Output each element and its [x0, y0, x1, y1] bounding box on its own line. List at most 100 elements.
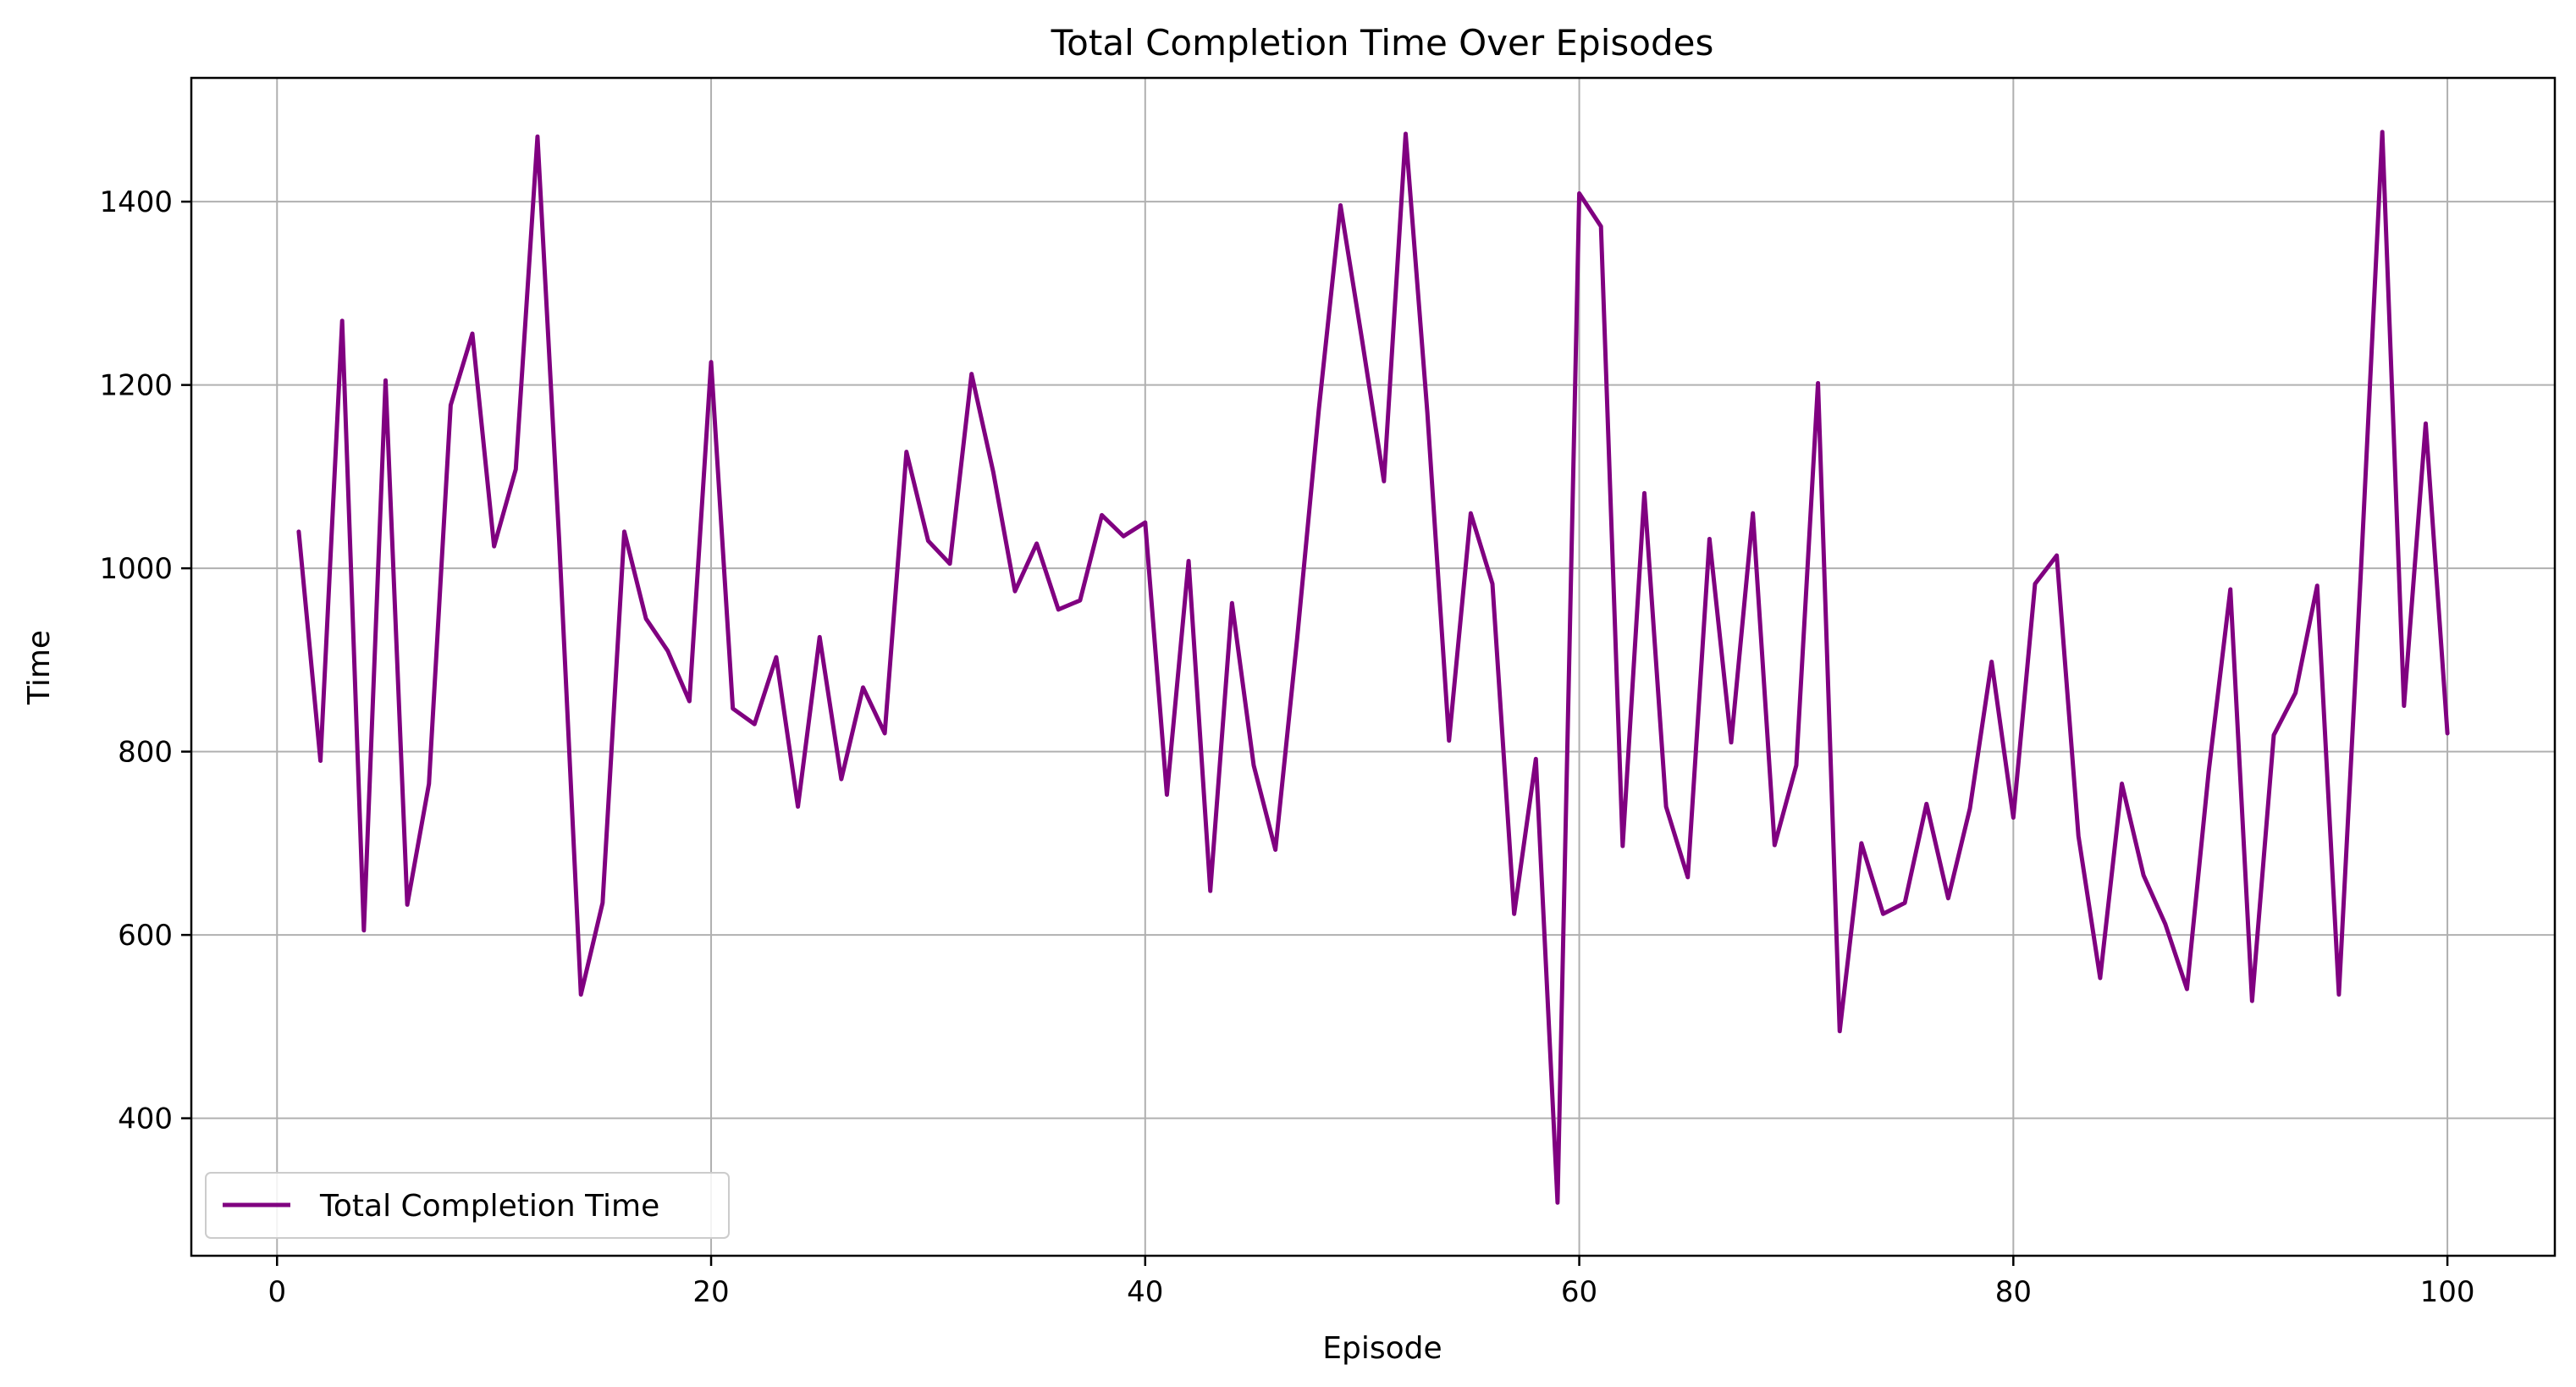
data-point	[1555, 1200, 1560, 1205]
x-axis-label: Episode	[1322, 1331, 1442, 1366]
data-point	[1859, 841, 1864, 846]
data-point	[2445, 731, 2450, 736]
x-axis-ticks: 0 20 40 60 80 100	[268, 1256, 2475, 1309]
data-point	[1816, 380, 1821, 385]
series-line-0	[296, 130, 2450, 1205]
grid-lines	[191, 78, 2555, 1256]
data-point	[796, 804, 801, 810]
data-point	[405, 902, 410, 907]
y-tick-label: 1200	[99, 369, 173, 403]
data-point	[427, 782, 432, 787]
data-point	[383, 378, 388, 383]
data-point	[339, 318, 345, 323]
data-point	[578, 992, 583, 997]
data-point	[1641, 490, 1647, 495]
legend-box	[205, 1172, 730, 1239]
legend-entry-label: Total Completion Time	[319, 1189, 659, 1224]
data-point	[1707, 536, 1712, 541]
data-point	[2141, 873, 2146, 878]
data-point	[1012, 589, 1018, 594]
data-point	[1881, 911, 1886, 916]
chart-title: Total Completion Time Over Episodes	[1051, 22, 1714, 64]
data-point	[1945, 896, 1950, 901]
data-point	[1403, 131, 1408, 136]
data-point	[470, 331, 475, 336]
data-point	[2249, 998, 2254, 1003]
data-point	[1468, 511, 1473, 516]
data-point	[1751, 511, 1756, 516]
data-point	[1360, 339, 1365, 344]
data-point	[2163, 921, 2168, 926]
x-tick-label: 100	[2420, 1275, 2475, 1309]
data-point	[1902, 900, 1907, 905]
x-tick-label: 0	[268, 1275, 286, 1309]
data-point	[2271, 732, 2276, 738]
y-tick-label: 400	[118, 1102, 173, 1136]
data-point	[2055, 553, 2060, 558]
data-point	[1078, 598, 1083, 603]
data-point	[1663, 804, 1669, 810]
data-point	[1490, 582, 1495, 587]
data-point	[643, 616, 648, 622]
data-point	[2423, 421, 2428, 426]
y-axis-label: Time	[22, 630, 57, 705]
data-point	[513, 467, 518, 472]
data-point	[1577, 191, 1582, 196]
data-point	[2011, 815, 2016, 821]
data-point	[2358, 575, 2364, 580]
data-point	[1229, 600, 1234, 605]
data-point	[817, 634, 822, 639]
data-point	[731, 706, 736, 711]
data-point	[1186, 558, 1191, 563]
data-point	[557, 539, 562, 544]
data-point	[1338, 202, 1343, 207]
data-point	[1316, 407, 1321, 412]
data-point	[861, 685, 866, 690]
x-tick-label: 60	[1561, 1275, 1597, 1309]
y-tick-label: 600	[118, 919, 173, 953]
x-tick-label: 40	[1127, 1275, 1163, 1309]
data-point	[1512, 911, 1517, 916]
series-layer	[296, 130, 2450, 1205]
data-point	[492, 544, 497, 549]
data-point	[448, 402, 453, 407]
data-point	[904, 450, 909, 455]
data-point	[2336, 992, 2342, 997]
data-point	[2206, 769, 2211, 774]
data-point	[1143, 520, 1148, 525]
data-point	[752, 721, 757, 727]
data-point	[1056, 607, 1061, 612]
data-point	[882, 731, 887, 736]
data-point	[2293, 690, 2298, 695]
y-tick-label: 800	[118, 736, 173, 770]
plot-frame	[190, 76, 2557, 1257]
y-axis-ticks: 400 600 800 1000 1200 1400	[99, 185, 191, 1136]
data-point	[947, 561, 952, 566]
data-point	[969, 372, 974, 377]
data-point	[709, 360, 714, 365]
data-point	[687, 699, 692, 704]
data-point	[1533, 756, 1538, 761]
data-point	[1729, 740, 1734, 745]
data-point	[990, 469, 996, 474]
data-point	[1794, 763, 1799, 768]
data-point	[2184, 986, 2189, 992]
y-tick-label: 1000	[99, 552, 173, 586]
legend: Total Completion Time	[205, 1172, 730, 1239]
data-point	[2120, 782, 2125, 787]
data-point	[2076, 833, 2081, 838]
data-point	[774, 655, 779, 660]
data-point	[1294, 636, 1299, 641]
data-point	[621, 529, 626, 534]
data-point	[2033, 582, 2038, 587]
data-point	[1208, 888, 1213, 893]
x-tick-label: 80	[1995, 1275, 2032, 1309]
data-point	[1164, 793, 1169, 798]
data-point	[1425, 410, 1430, 415]
data-point	[2314, 583, 2320, 589]
data-point	[361, 928, 367, 933]
data-point	[296, 529, 301, 534]
y-tick-label: 1400	[99, 185, 173, 219]
data-point	[1121, 533, 1126, 539]
